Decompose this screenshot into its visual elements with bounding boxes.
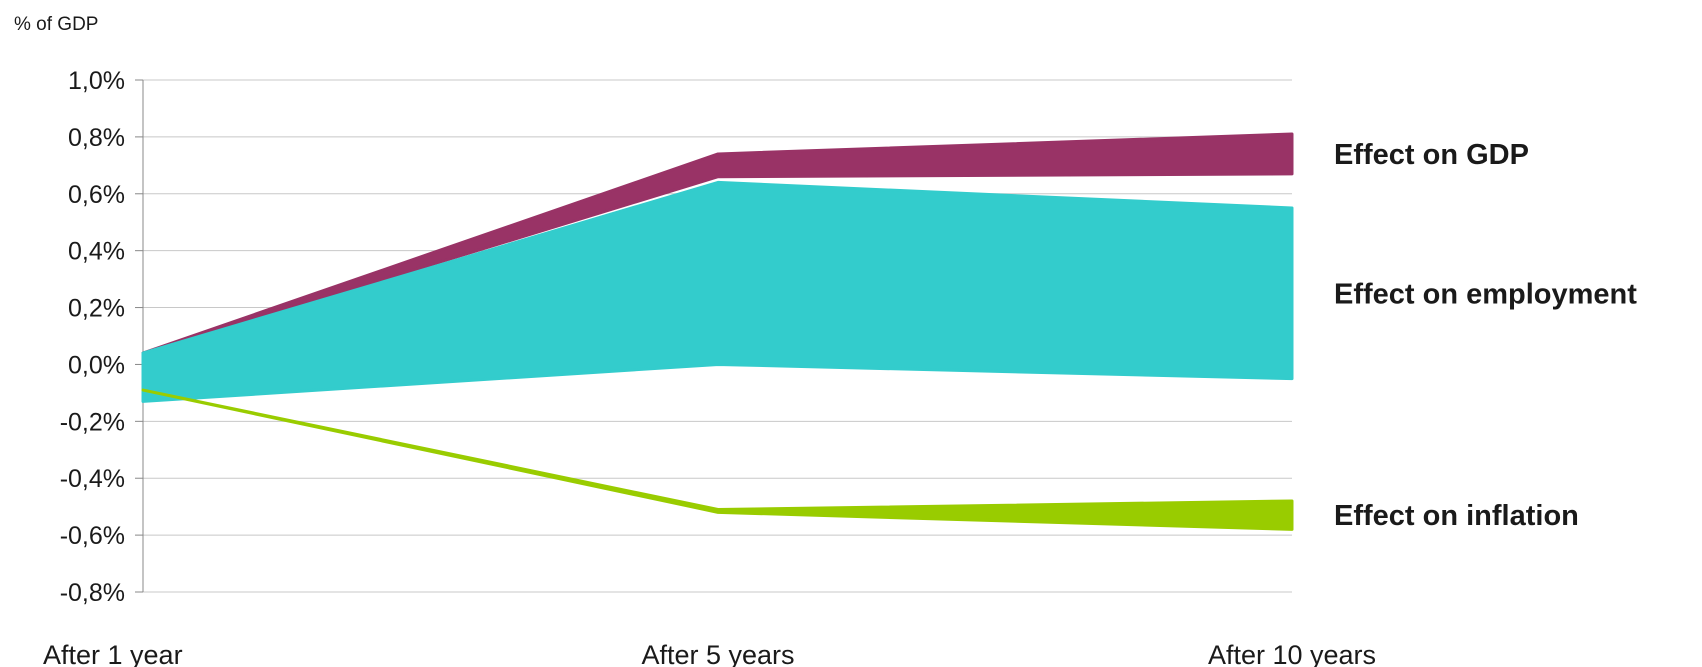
y-tick-label: -0,6% bbox=[60, 522, 125, 550]
band-effect-on-employment bbox=[141, 180, 1294, 403]
y-tick-label: 0,2% bbox=[68, 295, 125, 323]
series-label: Effect on GDP bbox=[1334, 139, 1529, 171]
y-tick-label: -0,4% bbox=[60, 465, 125, 493]
series-label: Effect on inflation bbox=[1334, 500, 1579, 532]
y-tick-label: -0,8% bbox=[60, 579, 125, 607]
band-effect-on-inflation bbox=[141, 388, 1294, 531]
y-axis-unit-label: % of GDP bbox=[14, 14, 99, 35]
y-tick-label: 0,6% bbox=[68, 181, 125, 209]
y-tick-label: 0,8% bbox=[68, 124, 125, 152]
y-tick-label: -0,2% bbox=[60, 408, 125, 436]
y-tick-label: 0,0% bbox=[68, 351, 125, 379]
x-category-label: After 10 years bbox=[1208, 640, 1376, 667]
x-category-label: After 5 years bbox=[641, 640, 794, 667]
y-tick-label: 0,4% bbox=[68, 238, 125, 266]
y-tick-label: 1,0% bbox=[68, 67, 125, 95]
x-category-label: After 1 year bbox=[43, 640, 183, 667]
series-label: Effect on employment bbox=[1334, 278, 1637, 310]
band-effect-on-gdp bbox=[141, 132, 1294, 355]
